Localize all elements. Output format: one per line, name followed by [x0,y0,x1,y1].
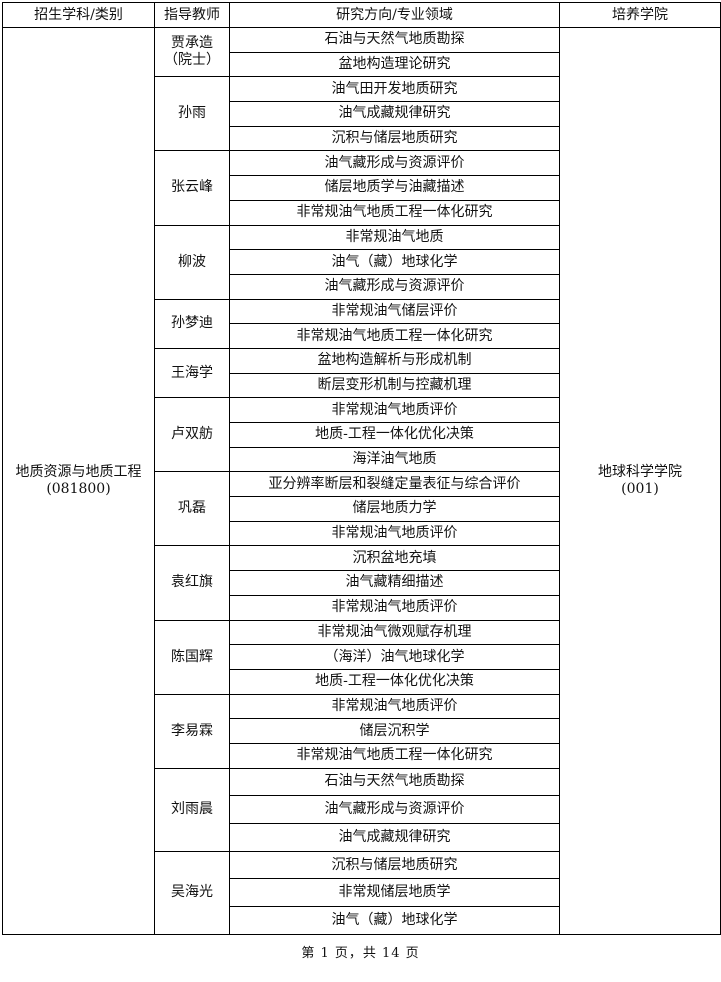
table-row: 非常规油气地质工程一体化研究 [3,199,721,226]
research-direction: 地质-工程一体化优化决策 [229,422,560,448]
advisor-name: 张云峰 [154,150,230,226]
research-direction: 盆地构造解析与形成机制 [229,347,560,374]
discipline-name: 地质资源与地质工程 [15,463,142,480]
table-row: 张云峰 油气藏形成与资源评价 [3,150,721,226]
table-row: 吴海光 沉积与储层地质研究 [3,850,721,935]
table-row: 油气（藏）地球化学 [3,249,721,275]
research-direction: 油气田开发地质研究 [229,76,560,103]
table-row: 油气成藏规律研究 [3,101,721,127]
header-row: 招生学科/类别 指导教师 研究方向/专业领域 培养学院 [2,2,721,28]
research-direction: 非常规油气地质评价 [229,520,560,547]
table-row: 地质资源与地质工程 (081800) 贾承造（院士） 石油与天然气地质勘探 地球科学学院… [2,26,721,935]
advisor-table: 招生学科/类别 指导教师 研究方向/专业领域 培养学院 地质资源与地质工程 (08… [2,2,721,935]
research-direction: 沉积盆地充填 [229,545,560,572]
advisor-name: 孙雨 [154,76,230,152]
research-direction: 非常规油气储层评价 [229,298,560,325]
research-direction: 盆地构造理论研究 [229,51,560,78]
advisor-name: 柳波 [154,224,230,300]
header-advisor: 指导教师 [154,2,230,28]
research-direction: 海洋油气地质 [229,446,560,473]
table-row: 油气成藏规律研究 [3,823,721,852]
table-row: 储层地质学与油藏描述 [3,175,721,201]
research-direction: 非常规油气地质工程一体化研究 [229,323,560,349]
table-row: 袁红旗 沉积盆地充填 [3,545,721,621]
research-direction: 储层沉积学 [229,718,560,744]
table-row: 非常规油气地质工程一体化研究 [3,742,721,769]
advisor-name: 孙梦迪 [154,298,230,349]
research-direction: 非常规油气地质工程一体化研究 [229,742,560,769]
research-direction: 亚分辨率断层和裂缝定量表征与综合评价 [229,471,560,498]
table-row: 储层地质力学 [3,496,721,522]
research-direction: 石油与天然气地质勘探 [229,27,560,53]
table-body: 地质资源与地质工程 (081800) 贾承造（院士） 石油与天然气地质勘探 地球科学学院… [2,26,721,935]
research-direction: 油气藏精细描述 [229,570,560,596]
advisor-name: 王海学 [154,347,230,399]
table-row: 非常规油气地质工程一体化研究 [3,323,721,349]
research-direction: 非常规油气地质评价 [229,594,560,621]
table-row: 盆地构造理论研究 [3,51,721,78]
advisor-name: 巩磊 [154,471,230,547]
research-direction: 非常规储层地质学 [229,878,560,908]
table-row: 陈国辉 非常规油气微观赋存机理 [3,619,721,695]
research-direction: 地质-工程一体化优化决策 [229,668,560,695]
college-name: 地球科学学院 [598,463,682,480]
header-college: 培养学院 [559,2,721,28]
research-direction: 油气藏形成与资源评价 [229,150,560,177]
discipline-cell: 地质资源与地质工程 (081800) [2,27,155,935]
advisor-name: 卢双舫 [154,397,230,473]
research-direction: （海洋）油气地球化学 [229,644,560,670]
research-direction: 非常规油气地质工程一体化研究 [229,199,560,226]
research-direction: 油气藏形成与资源评价 [229,795,560,824]
research-direction: 非常规油气地质评价 [229,397,560,423]
table-row: 油气藏形成与资源评价 [3,273,721,300]
discipline-code: (081800) [46,480,111,497]
header-discipline: 招生学科/类别 [2,2,155,28]
research-direction: 非常规油气地质 [229,224,560,251]
college-cell: 地球科学学院 (001) [559,27,721,935]
advisor-name: 陈国辉 [154,619,230,695]
table-row: 巩磊 亚分辨率断层和裂缝定量表征与综合评价 [3,471,721,547]
table-row: 储层沉积学 [3,718,721,744]
research-direction: 沉积与储层地质研究 [229,125,560,152]
table-row: 非常规油气地质评价 [3,594,721,621]
research-direction: 储层地质学与油藏描述 [229,175,560,201]
table-row: 沉积与储层地质研究 [3,125,721,152]
table-row: 卢双舫 非常规油气地质评价 [3,397,721,473]
table-row: 孙梦迪 非常规油气储层评价 [3,298,721,349]
research-direction: 非常规油气地质评价 [229,693,560,720]
research-direction: 油气成藏规律研究 [229,101,560,127]
research-direction: 油气（藏）地球化学 [229,249,560,275]
advisor-name: 刘雨晨 [154,767,230,852]
advisor-name: 吴海光 [154,850,230,935]
research-direction: 油气（藏）地球化学 [229,906,560,935]
research-direction: 油气成藏规律研究 [229,823,560,852]
table-row: 油气藏精细描述 [3,570,721,596]
advisor-name: 袁红旗 [154,545,230,621]
research-direction: 油气藏形成与资源评价 [229,273,560,300]
page-number: 第 1 页，共 14 页 [301,946,420,961]
table-row: 柳波 非常规油气地质 [3,224,721,300]
header-direction: 研究方向/专业领域 [229,2,560,28]
research-direction: 沉积与储层地质研究 [229,850,560,880]
college-code: (001) [621,480,659,497]
advisor-name: 李易霖 [154,693,230,769]
research-direction: 储层地质力学 [229,496,560,522]
research-direction: 断层变形机制与控藏机理 [229,372,560,399]
research-direction: 石油与天然气地质勘探 [229,767,560,797]
advisor-name: 贾承造（院士） [154,26,230,78]
table-row: 非常规油气地质评价 [3,520,721,547]
research-direction: 非常规油气微观赋存机理 [229,619,560,646]
table-row: 油气（藏）地球化学 [3,906,721,935]
